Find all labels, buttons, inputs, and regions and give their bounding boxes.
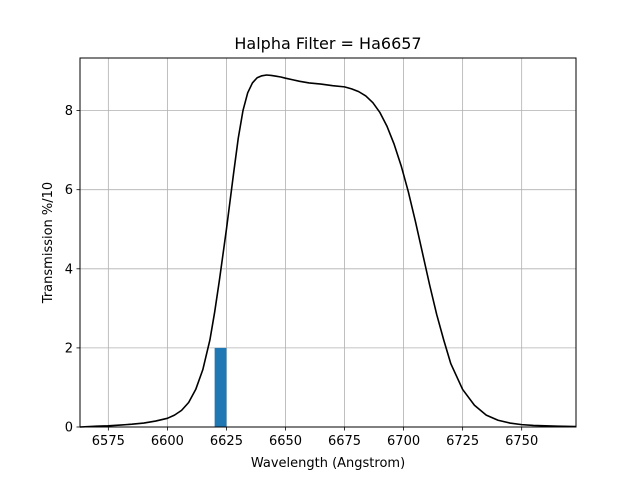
- x-tick-label: 6675: [328, 434, 361, 449]
- chart-title: Halpha Filter = Ha6657: [234, 34, 421, 53]
- transmission-line: [79, 74, 577, 428]
- plot-area-frame: [79, 57, 577, 428]
- x-axis: 6575 6600 6625 6650 6675 6700 6725 6750: [92, 427, 538, 449]
- grid: [80, 58, 576, 428]
- bar-series: [214, 347, 227, 427]
- y-tick-label: 0: [65, 421, 73, 436]
- x-tick-label: 6700: [387, 434, 420, 449]
- y-axis: 0 2 4 6 8: [65, 104, 80, 436]
- line-series: [79, 74, 577, 428]
- y-tick-label: 2: [65, 341, 73, 356]
- x-tick-label: 6750: [505, 434, 538, 449]
- bar: [214, 347, 227, 427]
- x-tick-label: 6600: [151, 434, 184, 449]
- x-tick-label: 6650: [269, 434, 302, 449]
- x-tick-label: 6575: [92, 434, 125, 449]
- x-tick-label: 6725: [446, 434, 479, 449]
- y-tick-label: 8: [65, 104, 73, 119]
- y-axis-label: Transmission %/10: [41, 182, 56, 304]
- x-axis-label: Wavelength (Angstrom): [251, 456, 405, 471]
- y-tick-label: 6: [65, 183, 73, 198]
- y-tick-label: 4: [65, 262, 73, 277]
- x-tick-label: 6625: [210, 434, 243, 449]
